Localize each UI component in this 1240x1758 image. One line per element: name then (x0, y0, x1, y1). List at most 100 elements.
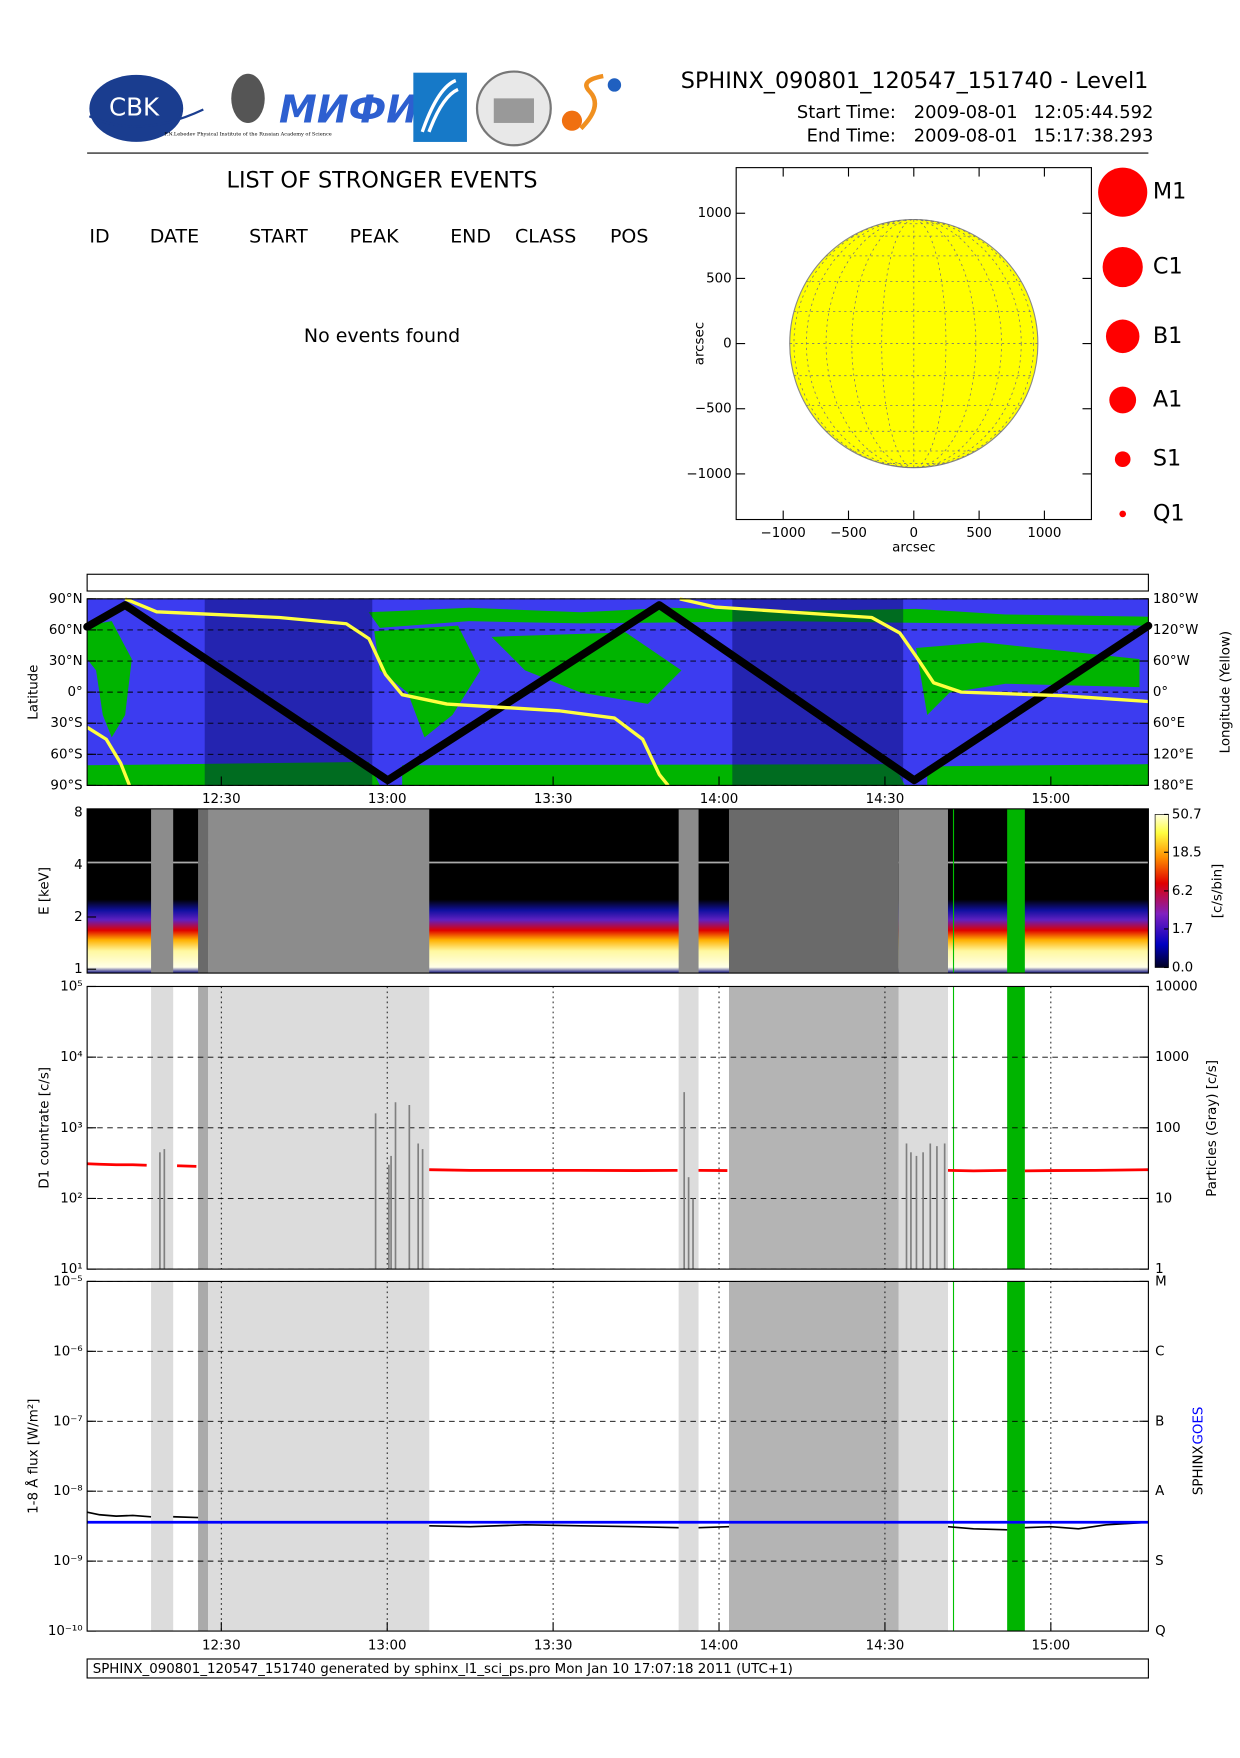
y-axis-label: Latitude (27, 665, 42, 720)
x-tick-label: 12:30 (202, 792, 241, 807)
y2-tick-label: M (1155, 1274, 1167, 1289)
land (374, 625, 481, 738)
column-header: ID (89, 225, 109, 247)
empty-bar (86, 573, 1149, 592)
x-axis-label: arcsec (892, 540, 935, 555)
y-tick-label: 1 (74, 962, 83, 977)
y2-axis-label: Longitude (Yellow) (1218, 631, 1233, 754)
start-time: 12:05:44.592 (1033, 102, 1153, 123)
y2-tick-label: 60°W (1153, 654, 1190, 669)
events-title: LIST OF STRONGER EVENTS (227, 168, 538, 194)
y2-tick-label: 100 (1155, 1121, 1181, 1136)
plot-frame (735, 167, 1092, 521)
y-tick-label: 1000 (698, 206, 732, 221)
column-header: START (249, 225, 308, 247)
class-label: B1 (1153, 323, 1183, 349)
x-tick-label: 14:00 (700, 792, 739, 807)
no-data-interval (1007, 808, 1025, 974)
x-tick-label: −1000 (761, 526, 806, 541)
y-tick-label: 8 (74, 806, 83, 821)
land (87, 621, 132, 738)
longitude-line (86, 597, 1149, 787)
plot-frame (86, 808, 1149, 974)
x-tick-label: 0 (910, 526, 919, 541)
land (916, 642, 1140, 716)
column-header: POS (610, 225, 648, 247)
x-tick-label: 15:00 (1032, 792, 1071, 807)
y2-tick-label: A (1155, 1484, 1165, 1499)
land (402, 764, 905, 786)
y2-tick-label: C (1155, 1344, 1164, 1359)
y-tick-label: 10⁻¹⁰ (48, 1624, 83, 1639)
y-axis-label: arcsec (692, 322, 707, 365)
colorbar-tick-label: 50.7 (1172, 807, 1202, 822)
sun-logo (561, 110, 583, 131)
meridian (805, 219, 1022, 469)
meridian (881, 219, 947, 469)
no-data-interval (151, 1281, 174, 1632)
y-axis-label: E [keV] (38, 867, 53, 915)
no-data-interval (1007, 1281, 1025, 1632)
cbk-text: CBK (109, 92, 160, 121)
class-marker (1102, 246, 1143, 288)
y-tick-label: 10⁵ (60, 979, 82, 994)
class-marker (1105, 319, 1140, 354)
x-tick-label: 15:00 (1032, 1639, 1071, 1654)
y-tick-label: 90°S (50, 778, 82, 793)
y-tick-label: −1000 (686, 467, 731, 482)
no-events: No events found (304, 325, 460, 347)
y2-tick-label: 120°W (1153, 623, 1199, 638)
no-data-interval (151, 808, 174, 974)
no-data-interval (678, 1281, 699, 1632)
end-date: 2009-08-01 (914, 125, 1018, 146)
class-label: Q1 (1153, 500, 1185, 526)
plot-frame (86, 598, 1149, 786)
lebedev-text: P.N.Lebedev Physical Institute of the Ru… (164, 132, 332, 138)
y-tick-label: 4 (74, 858, 83, 873)
column-header: PEAK (350, 225, 399, 247)
y2-tick-label: 1 (1155, 1262, 1164, 1277)
y-tick-label: 10³ (60, 1121, 82, 1136)
y-tick-label: −500 (695, 402, 732, 417)
no-data-interval (898, 808, 948, 974)
no-data-interval (198, 808, 209, 974)
x-tick-label: 14:00 (700, 1639, 739, 1654)
land (491, 632, 682, 704)
logos: CBK P.N.Lebedev Physical Institute of th… (88, 70, 622, 147)
y-tick-label: 2 (74, 910, 83, 925)
x-tick-label: 13:30 (534, 1639, 573, 1654)
class-marker (1098, 167, 1148, 217)
x-tick-label: 500 (966, 526, 992, 541)
y-tick-label: 10² (60, 1191, 82, 1206)
y-axis-label: 1-8 Å flux [W/m²] (25, 1399, 42, 1514)
y-tick-label: 30°N (49, 654, 83, 669)
y-tick-label: 10⁻⁸ (53, 1484, 82, 1499)
y2-tick-label: Q (1155, 1624, 1166, 1639)
no-data-interval (728, 1281, 899, 1632)
x-tick-label: 13:00 (368, 1639, 407, 1654)
footer-text: SPHINX_090801_120547_151740 generated by… (93, 1662, 793, 1677)
meridian (793, 219, 1035, 469)
land (927, 764, 1149, 786)
class-marker (1119, 510, 1127, 518)
plot-frame (86, 985, 1149, 1270)
no-data-interval (208, 1281, 430, 1632)
y2-tick-label: 10000 (1155, 979, 1198, 994)
colorbar-tick-label: 0.0 (1172, 960, 1193, 975)
no-data-interval (898, 1281, 948, 1632)
start-date: 2009-08-01 (914, 102, 1018, 123)
y-tick-label: 10⁻⁵ (53, 1274, 82, 1289)
plot-frame (86, 1280, 1149, 1632)
ground-track (83, 601, 1153, 785)
column-header: DATE (150, 225, 199, 247)
y-tick-label: 90°N (49, 592, 83, 607)
column-header: END (450, 225, 491, 247)
x-tick-label: 14:30 (866, 792, 905, 807)
y2-tick-label: 180°W (1153, 592, 1199, 607)
no-data-interval (208, 808, 430, 974)
class-marker (1114, 451, 1131, 468)
no-data-interval (728, 808, 899, 974)
series-line (87, 1162, 1149, 1173)
end-time: 15:17:38.293 (1033, 125, 1153, 146)
